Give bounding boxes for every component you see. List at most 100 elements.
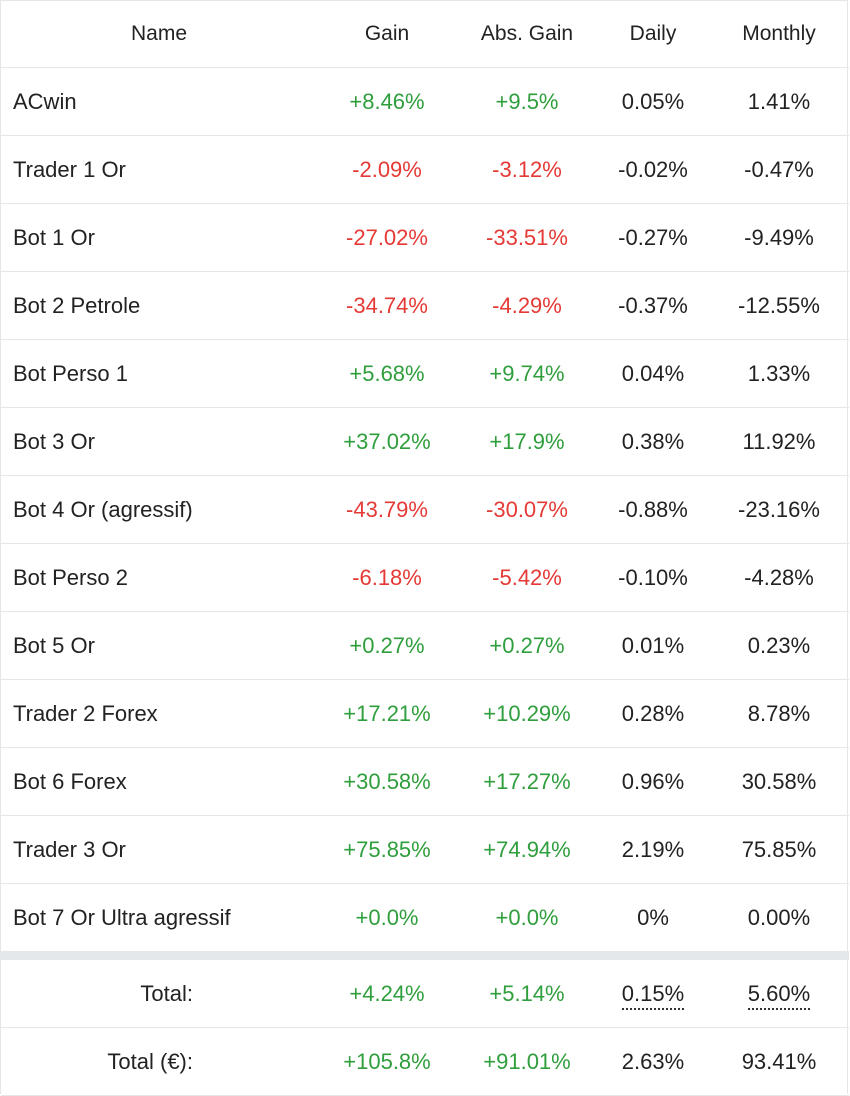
- row-gain: -34.74%: [317, 271, 457, 340]
- row-name-link[interactable]: Bot 7 Or Ultra agressif: [1, 883, 317, 956]
- totals-section: Total: +4.24% +5.14% 0.15% 5.60% Total (…: [1, 951, 849, 1096]
- row-name-link[interactable]: Trader 3 Or: [1, 815, 317, 884]
- table-row: Bot 4 Or (agressif) -43.79% -30.07% -0.8…: [1, 475, 849, 544]
- row-abs-gain: +17.27%: [457, 747, 597, 816]
- row-monthly: 0.23%: [709, 611, 849, 680]
- total-euro-gain: +105.8%: [317, 1027, 457, 1096]
- table-row: Bot 1 Or -27.02% -33.51% -0.27% -9.49%: [1, 203, 849, 272]
- row-name-link[interactable]: Bot 3 Or: [1, 407, 317, 476]
- row-name-link[interactable]: Trader 1 Or: [1, 135, 317, 204]
- row-abs-gain: +0.27%: [457, 611, 597, 680]
- row-abs-gain: -4.29%: [457, 271, 597, 340]
- table-row: Bot Perso 2 -6.18% -5.42% -0.10% -4.28%: [1, 543, 849, 612]
- row-gain: -27.02%: [317, 203, 457, 272]
- row-gain: -6.18%: [317, 543, 457, 612]
- total-euro-label: Total (€):: [1, 1027, 317, 1096]
- row-name-link[interactable]: Bot 1 Or: [1, 203, 317, 272]
- row-monthly: 30.58%: [709, 747, 849, 816]
- header-abs-gain[interactable]: Abs. Gain: [457, 1, 597, 68]
- row-gain: +30.58%: [317, 747, 457, 816]
- table-row: Bot Perso 1 +5.68% +9.74% 0.04% 1.33%: [1, 339, 849, 408]
- table-row: Bot 2 Petrole -34.74% -4.29% -0.37% -12.…: [1, 271, 849, 340]
- header-monthly[interactable]: Monthly: [709, 1, 849, 68]
- row-abs-gain: +9.5%: [457, 67, 597, 136]
- table-row: ACwin +8.46% +9.5% 0.05% 1.41%: [1, 67, 849, 136]
- row-abs-gain: -3.12%: [457, 135, 597, 204]
- table-row: Bot 3 Or +37.02% +17.9% 0.38% 11.92%: [1, 407, 849, 476]
- row-name-link[interactable]: Bot 6 Forex: [1, 747, 317, 816]
- table-body: ACwin +8.46% +9.5% 0.05% 1.41% Trader 1 …: [1, 67, 849, 956]
- row-daily: 0.28%: [597, 679, 709, 748]
- row-monthly: -12.55%: [709, 271, 849, 340]
- row-gain: +0.27%: [317, 611, 457, 680]
- header-gain[interactable]: Gain: [317, 1, 457, 68]
- table-row: Trader 1 Or -2.09% -3.12% -0.02% -0.47%: [1, 135, 849, 204]
- row-name-link[interactable]: ACwin: [1, 67, 317, 136]
- row-abs-gain: +0.0%: [457, 883, 597, 956]
- total-label: Total:: [1, 959, 317, 1028]
- row-abs-gain: -5.42%: [457, 543, 597, 612]
- total-monthly-cell: 5.60%: [709, 959, 849, 1028]
- row-gain: +75.85%: [317, 815, 457, 884]
- row-monthly: 8.78%: [709, 679, 849, 748]
- row-abs-gain: +17.9%: [457, 407, 597, 476]
- total-abs-gain: +5.14%: [457, 959, 597, 1028]
- row-monthly: 0.00%: [709, 883, 849, 956]
- total-euro-abs-gain: +91.01%: [457, 1027, 597, 1096]
- row-name-link[interactable]: Bot 2 Petrole: [1, 271, 317, 340]
- total-monthly-tooltip[interactable]: 5.60%: [747, 980, 811, 1010]
- row-gain: +8.46%: [317, 67, 457, 136]
- row-gain: -2.09%: [317, 135, 457, 204]
- row-monthly: -4.28%: [709, 543, 849, 612]
- header-daily[interactable]: Daily: [597, 1, 709, 68]
- totals-euro-row: Total (€): +105.8% +91.01% 2.63% 93.41%: [1, 1027, 849, 1096]
- row-daily: 2.19%: [597, 815, 709, 884]
- table-row: Bot 6 Forex +30.58% +17.27% 0.96% 30.58%: [1, 747, 849, 816]
- totals-row: Total: +4.24% +5.14% 0.15% 5.60%: [1, 959, 849, 1028]
- row-monthly: 1.41%: [709, 67, 849, 136]
- row-daily: -0.88%: [597, 475, 709, 544]
- row-daily: 0%: [597, 883, 709, 956]
- total-gain: +4.24%: [317, 959, 457, 1028]
- row-gain: +17.21%: [317, 679, 457, 748]
- header-row: Name Gain Abs. Gain Daily Monthly: [1, 1, 849, 68]
- table-row: Bot 5 Or +0.27% +0.27% 0.01% 0.23%: [1, 611, 849, 680]
- row-monthly: 11.92%: [709, 407, 849, 476]
- row-name-link[interactable]: Bot 4 Or (agressif): [1, 475, 317, 544]
- total-daily-tooltip[interactable]: 0.15%: [621, 980, 685, 1010]
- row-name-link[interactable]: Bot Perso 2: [1, 543, 317, 612]
- row-monthly: 1.33%: [709, 339, 849, 408]
- row-name-link[interactable]: Trader 2 Forex: [1, 679, 317, 748]
- row-daily: -0.27%: [597, 203, 709, 272]
- row-monthly: -23.16%: [709, 475, 849, 544]
- table-row: Trader 3 Or +75.85% +74.94% 2.19% 75.85%: [1, 815, 849, 884]
- total-euro-monthly: 93.41%: [709, 1027, 849, 1096]
- row-abs-gain: -33.51%: [457, 203, 597, 272]
- row-monthly: -0.47%: [709, 135, 849, 204]
- row-daily: 0.01%: [597, 611, 709, 680]
- row-daily: -0.37%: [597, 271, 709, 340]
- row-monthly: 75.85%: [709, 815, 849, 884]
- row-name-link[interactable]: Bot 5 Or: [1, 611, 317, 680]
- header-name[interactable]: Name: [1, 1, 317, 68]
- table-row: Trader 2 Forex +17.21% +10.29% 0.28% 8.7…: [1, 679, 849, 748]
- row-abs-gain: -30.07%: [457, 475, 597, 544]
- row-name-link[interactable]: Bot Perso 1: [1, 339, 317, 408]
- total-daily-cell: 0.15%: [597, 959, 709, 1028]
- totals-separator: [1, 951, 849, 960]
- row-gain: -43.79%: [317, 475, 457, 544]
- table-row: Bot 7 Or Ultra agressif +0.0% +0.0% 0% 0…: [1, 883, 849, 956]
- row-gain: +37.02%: [317, 407, 457, 476]
- row-abs-gain: +9.74%: [457, 339, 597, 408]
- row-daily: 0.04%: [597, 339, 709, 408]
- row-abs-gain: +74.94%: [457, 815, 597, 884]
- row-monthly: -9.49%: [709, 203, 849, 272]
- row-daily: 0.05%: [597, 67, 709, 136]
- row-daily: -0.02%: [597, 135, 709, 204]
- row-gain: +0.0%: [317, 883, 457, 956]
- row-daily: 0.38%: [597, 407, 709, 476]
- separator-bar: [1, 951, 849, 960]
- row-daily: -0.10%: [597, 543, 709, 612]
